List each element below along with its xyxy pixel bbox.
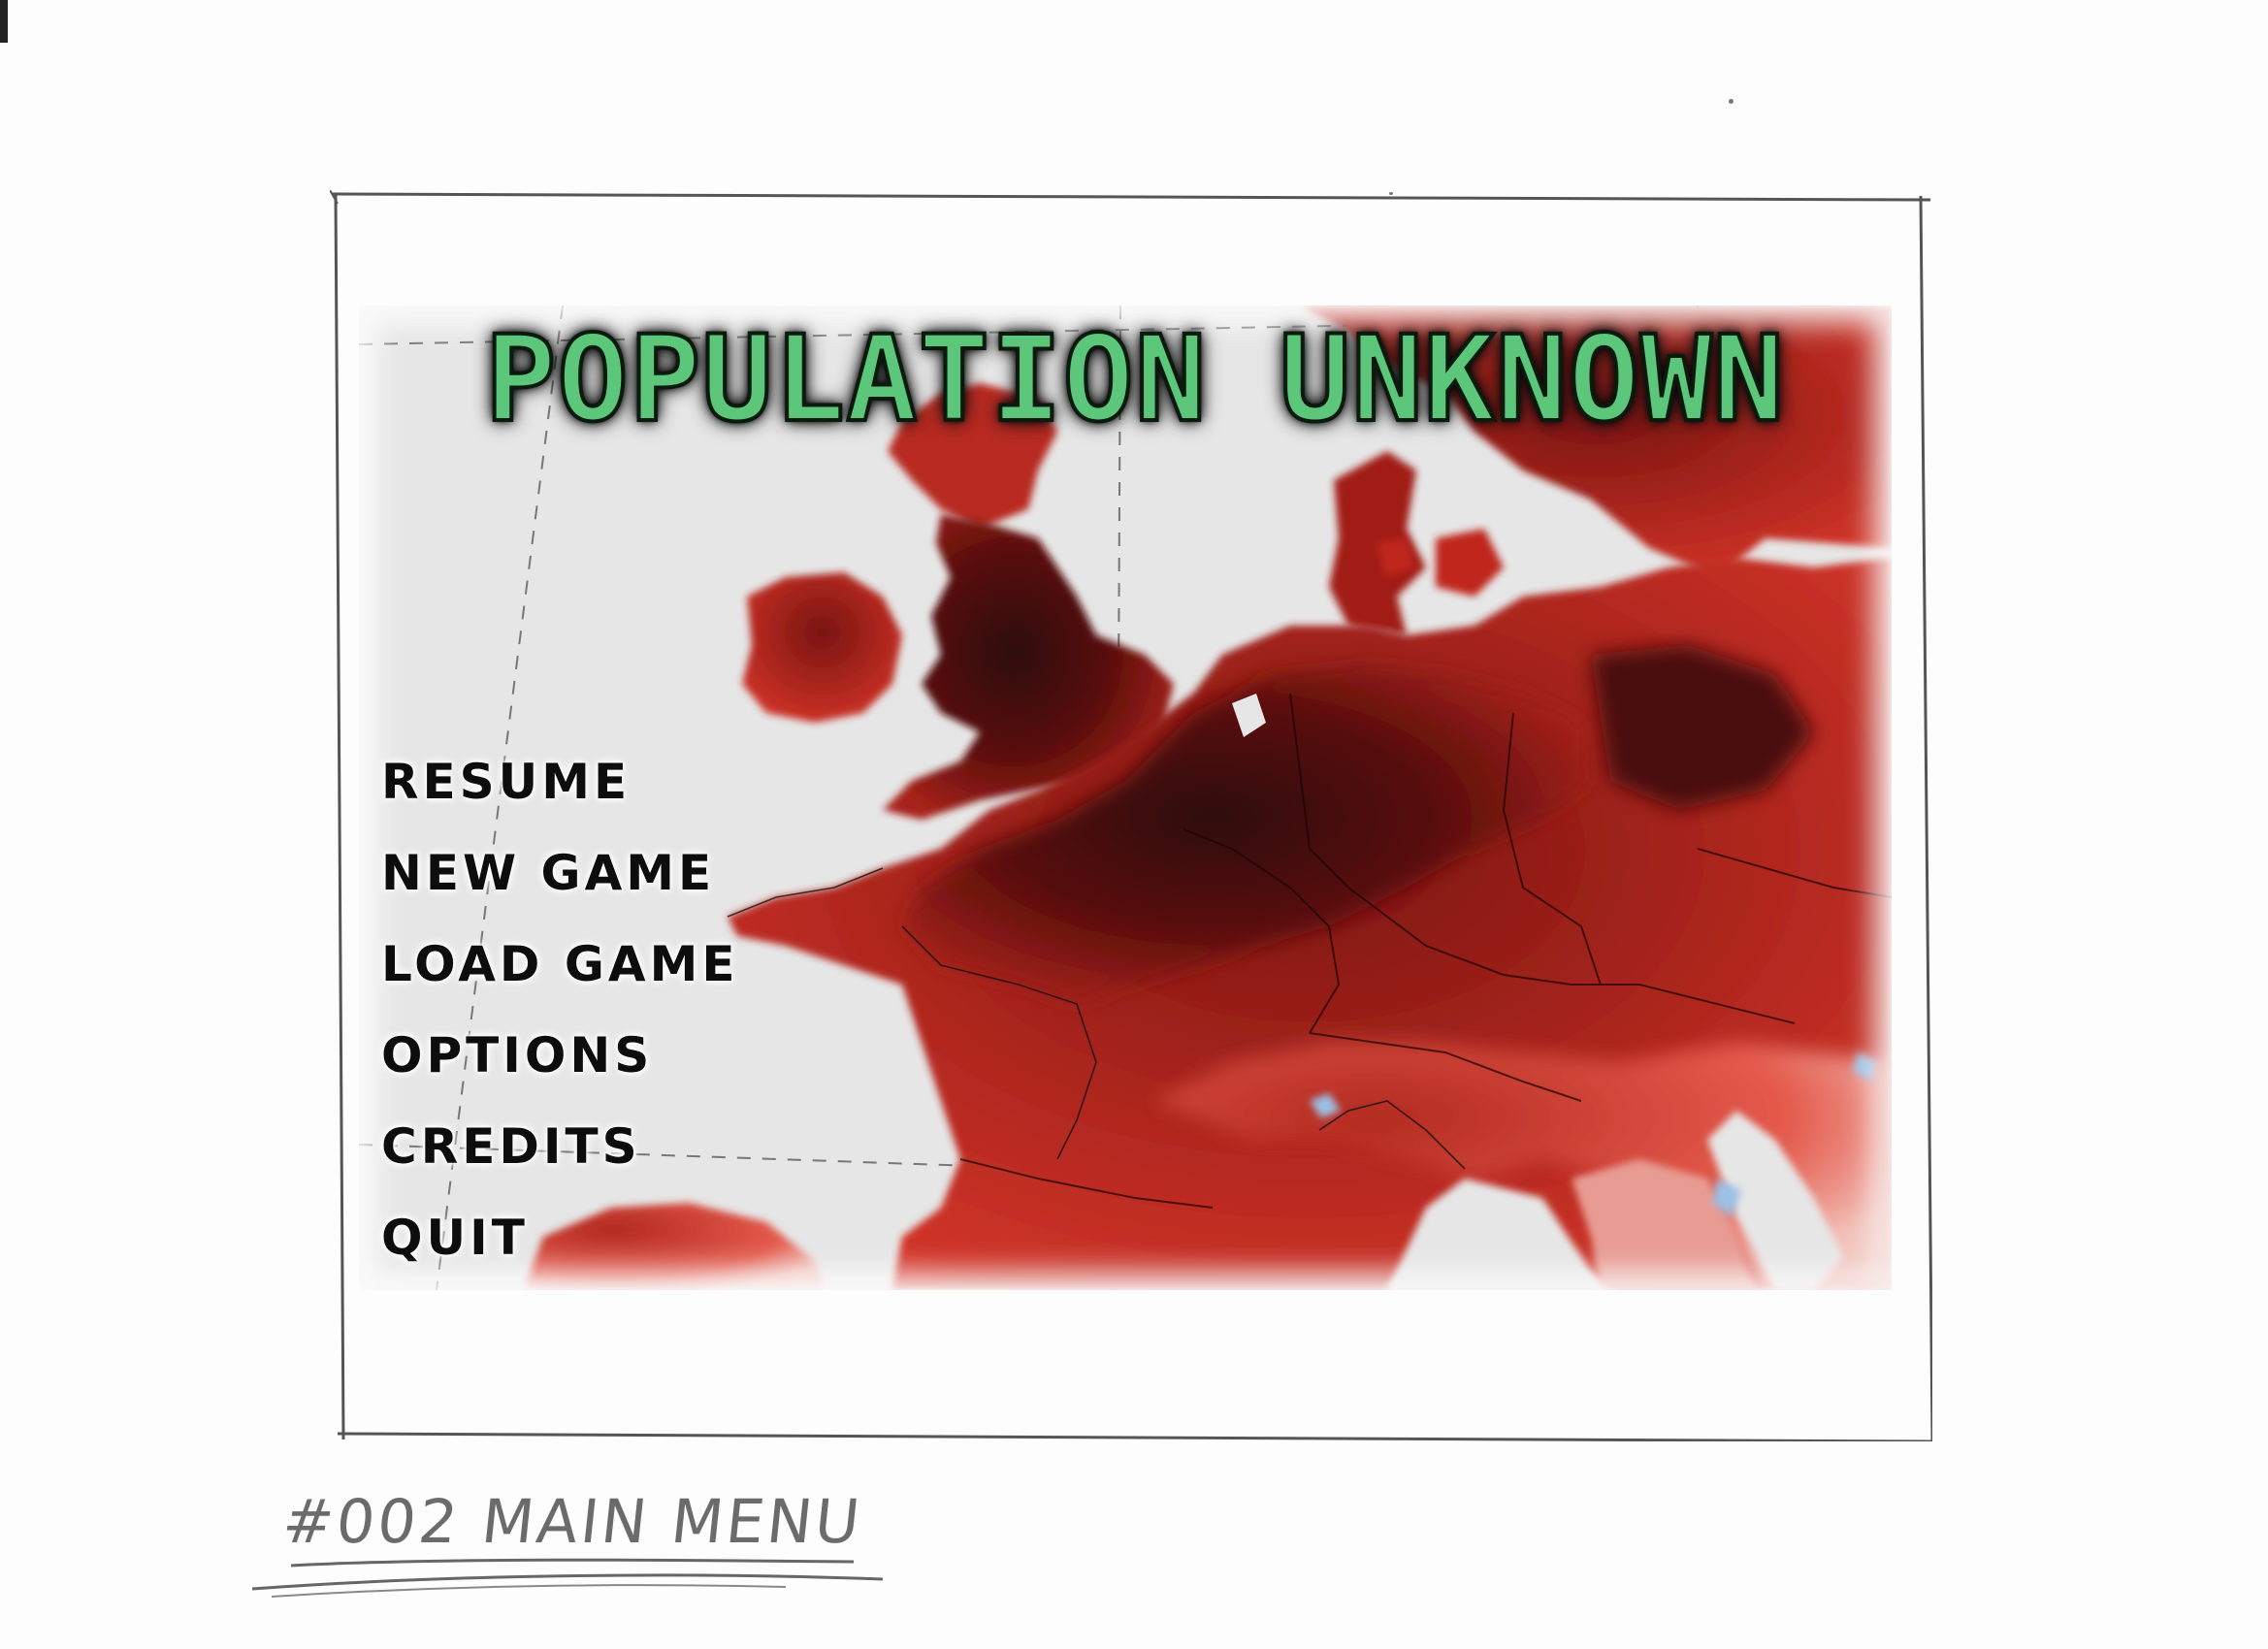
- coastlines: [727, 867, 1466, 1170]
- ireland-region: [742, 572, 902, 723]
- menu-item-credits[interactable]: CREDITS: [381, 1118, 641, 1175]
- stray-dot: [1389, 192, 1393, 195]
- dense-core-region: [902, 664, 1591, 1004]
- ijsselmeer: [1232, 694, 1266, 737]
- danish-islands: [1377, 529, 1504, 597]
- menu-item-quit[interactable]: QUIT: [381, 1210, 529, 1266]
- sketch-caption: #002 MAIN MENU: [279, 1486, 866, 1557]
- menu-item-options[interactable]: OPTIONS: [381, 1027, 654, 1083]
- alps-region: [1154, 1043, 1892, 1290]
- menu-item-resume[interactable]: RESUME: [381, 754, 632, 810]
- tyrrhenian-sea: [1387, 1179, 1601, 1290]
- iberia-region: [524, 1203, 825, 1290]
- italy-region: [1571, 1159, 1756, 1290]
- adriatic-sea: [1707, 1111, 1843, 1290]
- main-menu: RESUME NEW GAME LOAD GAME OPTIONS CREDIT…: [381, 754, 739, 1290]
- scotland-region: [888, 383, 1057, 529]
- europe-population-map: [359, 306, 1892, 1290]
- menu-item-new-game[interactable]: NEW GAME: [381, 845, 716, 901]
- game-title: POPULATION UNKNOWN: [483, 308, 1786, 450]
- stray-dot: [1729, 99, 1733, 104]
- corner-mark: [0, 0, 8, 43]
- sketch-frame: [330, 190, 1932, 1441]
- germany-east-dense: [1591, 645, 1814, 810]
- caption-underline: [251, 1558, 883, 1598]
- scandinavia-region: [1300, 306, 1892, 577]
- menu-item-load-game[interactable]: LOAD GAME: [381, 936, 739, 992]
- game-screen: POPULATION UNKNOWN RESUME NEW GAME LOAD …: [359, 306, 1892, 1290]
- country-borders: [959, 693, 1892, 1209]
- england-region: [883, 514, 1174, 820]
